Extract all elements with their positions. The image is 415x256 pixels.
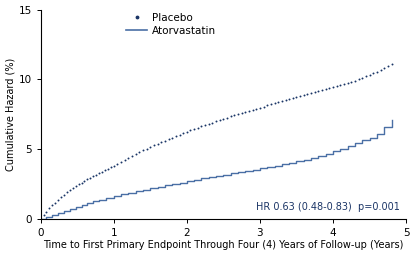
Legend: Placebo, Atorvastatin: Placebo, Atorvastatin	[126, 13, 216, 36]
Text: HR 0.63 (0.48-0.83)  p=0.001: HR 0.63 (0.48-0.83) p=0.001	[256, 202, 400, 212]
X-axis label: Time to First Primary Endpoint Through Four (4) Years of Follow-up (Years): Time to First Primary Endpoint Through F…	[43, 240, 403, 250]
Y-axis label: Cumulative Hazard (%): Cumulative Hazard (%)	[5, 58, 15, 171]
